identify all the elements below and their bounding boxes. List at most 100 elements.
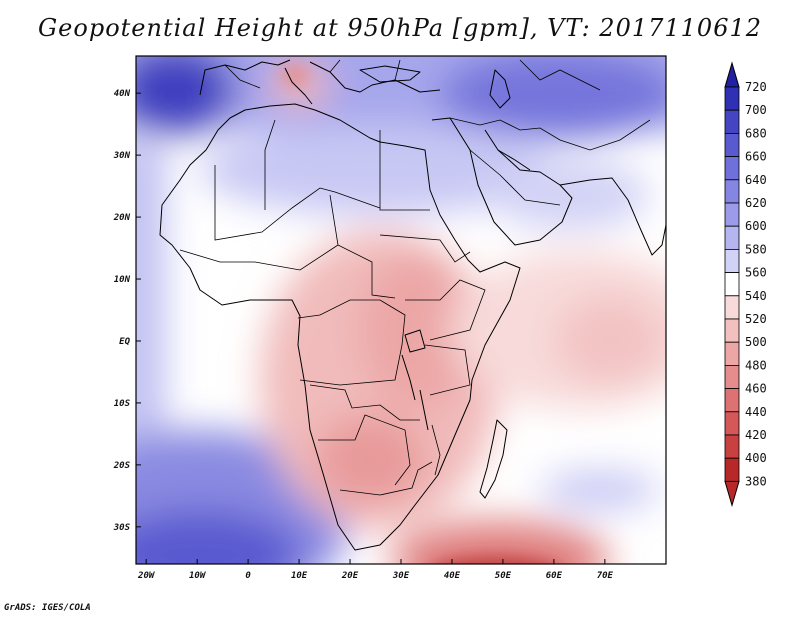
balkans-turkey xyxy=(309,61,441,93)
colorbar-box-16 xyxy=(724,457,740,482)
lat-label-2: 20N xyxy=(113,213,131,223)
colorbar-box-0 xyxy=(724,86,740,111)
lon-label-0: 20W xyxy=(137,571,156,581)
colorbar-box-3 xyxy=(724,156,740,181)
border-congo xyxy=(297,299,406,386)
africa-coast xyxy=(159,103,521,551)
border-europe xyxy=(224,59,601,91)
caspian xyxy=(489,69,511,109)
colorbar-label-420: 420 xyxy=(745,428,767,442)
border-sahel xyxy=(179,244,339,271)
field-south-atlantic-core xyxy=(136,510,300,564)
colorbar-label-460: 460 xyxy=(745,382,767,396)
colorbar-label-580: 580 xyxy=(745,242,767,256)
height-field xyxy=(136,56,666,564)
lon-label-5: 30E xyxy=(392,571,410,581)
colorbar-label-500: 500 xyxy=(745,335,767,349)
lake-malawi xyxy=(419,389,429,431)
colorbar-label-620: 620 xyxy=(745,196,767,210)
grads-credit: GrADS: IGES/COLA xyxy=(4,603,91,613)
country-borders xyxy=(179,59,651,496)
madagascar xyxy=(479,419,508,499)
lake-victoria xyxy=(404,329,426,353)
colorbar-label-720: 720 xyxy=(745,80,767,94)
border-chad-sudan xyxy=(329,194,396,299)
black-sea xyxy=(359,65,421,83)
lon-label-2: 0 xyxy=(245,571,251,581)
colorbar-box-1 xyxy=(724,109,740,134)
lat-label-3: 10N xyxy=(114,275,131,285)
colorbar-box-13 xyxy=(724,388,740,413)
lat-label-4: EQ xyxy=(119,337,130,347)
chart-title: Geopotential Height at 950hPa [gpm], VT:… xyxy=(38,14,762,42)
colorbar-box-5 xyxy=(724,202,740,227)
border-algeria-libya xyxy=(264,119,276,210)
field-iran-high xyxy=(440,56,666,140)
colorbar-top-arrow xyxy=(724,61,740,88)
lon-label-4: 20E xyxy=(341,571,359,581)
colorbar-label-480: 480 xyxy=(745,358,767,372)
lon-label-3: 10E xyxy=(291,571,308,581)
lake-tanganyika xyxy=(401,354,416,401)
colorbar-box-9 xyxy=(724,295,740,320)
border-namibia-botswana xyxy=(318,414,411,486)
lon-label-9: 70E xyxy=(597,571,614,581)
levant-arabia xyxy=(431,117,573,246)
border-sahara-west xyxy=(214,165,381,241)
border-mozambique xyxy=(431,424,441,476)
field-nw-high xyxy=(136,56,235,135)
field-southern-africa xyxy=(315,415,425,505)
lat-label-6: 20S xyxy=(113,461,131,471)
field-tasman-blue xyxy=(540,470,660,510)
colorbar-box-6 xyxy=(724,225,740,250)
colorbar-label-380: 380 xyxy=(745,474,767,488)
lon-label-8: 60E xyxy=(546,571,563,581)
colorbar-box-11 xyxy=(724,341,740,366)
colorbar-box-10 xyxy=(724,318,740,343)
field-arabia xyxy=(490,160,650,230)
field-west-atlantic xyxy=(136,140,165,470)
axis-ticks: 20W 10W 0 10E 20E 30E 40E 50E 60E 70E 40N 30N 20N 10N… xyxy=(113,89,614,581)
iberia-europe xyxy=(199,59,291,96)
lat-label-0: 40N xyxy=(114,89,131,99)
border-middle-east xyxy=(449,117,651,151)
colorbar-label-520: 520 xyxy=(745,312,767,326)
lon-label-1: 10W xyxy=(189,571,207,581)
colorbar-box-7 xyxy=(724,248,740,273)
border-libya-egypt xyxy=(379,130,430,211)
colorbar-box-4 xyxy=(724,179,740,204)
colorbar: 720 700 680 660 640 620 600 580 560 540 520 500 480 4… xyxy=(724,61,767,508)
iran-india-coast xyxy=(559,177,666,256)
italy xyxy=(284,67,313,105)
border-east-africa xyxy=(405,279,486,341)
border-saudi xyxy=(469,149,561,206)
lat-label-1: 30N xyxy=(113,151,131,161)
field-sw-indian-core xyxy=(439,557,551,564)
lon-label-6: 40E xyxy=(444,571,461,581)
colorbar-label-400: 400 xyxy=(745,451,767,465)
colorbar-label-540: 540 xyxy=(745,289,767,303)
lon-label-7: 50E xyxy=(495,571,512,581)
colorbar-box-14 xyxy=(724,411,740,436)
lat-label-5: 10S xyxy=(114,399,131,409)
field-arabian-sea xyxy=(555,295,665,385)
field-italy-core xyxy=(281,65,309,85)
colorbar-box-2 xyxy=(724,132,740,157)
lat-label-7: 30S xyxy=(113,523,131,533)
colorbar-label-660: 660 xyxy=(745,150,767,164)
colorbar-box-15 xyxy=(724,434,740,459)
border-tanzania xyxy=(424,344,471,396)
field-sw-indian-low xyxy=(390,520,610,564)
colorbar-box-12 xyxy=(724,364,740,389)
colorbar-label-440: 440 xyxy=(745,405,767,419)
border-angola-zambia xyxy=(309,384,420,421)
colorbar-box-8 xyxy=(724,272,740,297)
colorbar-label-700: 700 xyxy=(745,103,767,117)
border-south-africa xyxy=(339,461,433,496)
coastlines xyxy=(159,59,666,551)
border-sudan-south xyxy=(379,234,471,263)
colorbar-label-680: 680 xyxy=(745,126,767,140)
persian-gulf xyxy=(497,149,531,171)
colorbar-label-560: 560 xyxy=(745,266,767,280)
